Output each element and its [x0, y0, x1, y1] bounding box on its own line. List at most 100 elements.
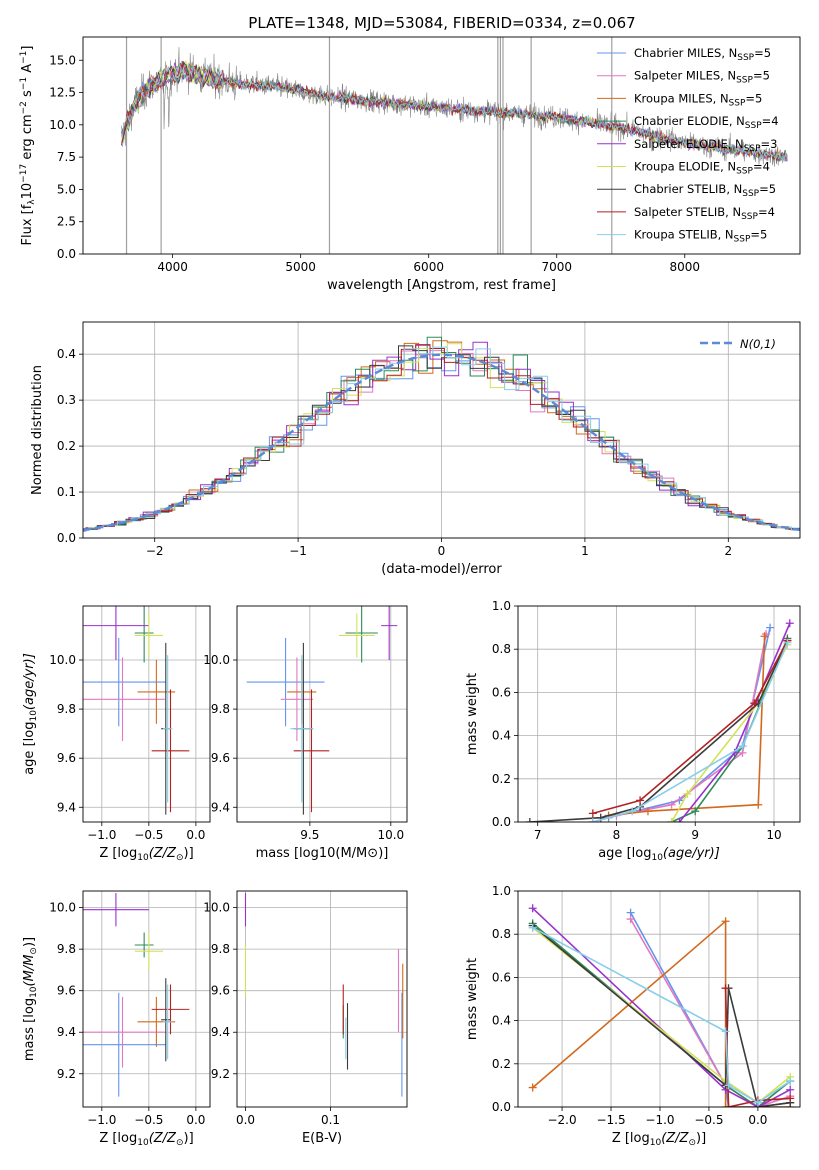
y-axis-label-part: 10 — [20, 183, 35, 200]
x-tick-label: −1.0 — [87, 828, 116, 842]
x-tick-label: 5000 — [285, 260, 316, 274]
plot-area — [244, 893, 404, 1097]
y-tick-label: 9.4 — [57, 1025, 76, 1039]
data-point-marker — [636, 796, 645, 805]
data-point-marker — [721, 1103, 730, 1107]
data-point-marker — [628, 807, 637, 816]
axes-frame — [236, 605, 408, 823]
legend-entry-part: =5 — [750, 228, 767, 242]
mass-weight-vs-metallicity-panel: −2.0 −1.5 −1.0 −0.5 0.0 0.0 0.2 0.4 0.6 0.8 1.0 Z [… — [465, 884, 801, 1148]
legend-entry-part: SSP — [742, 189, 759, 199]
data-point-marker — [786, 1077, 795, 1086]
x-tick-label: 6000 — [413, 260, 444, 274]
x-axis-label-part: ⊙ — [176, 853, 184, 863]
mass-weight-line — [532, 927, 791, 1104]
y-tick-label: 15.0 — [49, 53, 76, 67]
x-tick-label: 7000 — [541, 260, 572, 274]
x-tick-label: −0.5 — [694, 1113, 723, 1127]
x-tick-label: 2 — [724, 544, 732, 558]
legend-entry-part: Chabrier MILES, N — [634, 46, 737, 60]
y-tick-label: 9.6 — [211, 751, 230, 765]
y-tick-label: 9.8 — [57, 942, 76, 956]
x-axis-label-part: Z [log — [99, 846, 137, 861]
y-axis-label-part: mass [log — [22, 998, 37, 1061]
y-tick-label: 9.4 — [211, 800, 230, 814]
x-axis-label-part: age [log — [598, 846, 651, 861]
x-axis-label-part: )] — [184, 846, 194, 861]
y-axis-label-part: )] — [22, 937, 37, 947]
y-tick-label: 1.0 — [492, 599, 511, 613]
y-axis-label-part: age [log — [22, 722, 37, 775]
mass-weight-line — [678, 622, 791, 822]
mass-weight-line — [592, 640, 789, 815]
y-tick-label: 0.4 — [492, 729, 511, 743]
plot-area — [525, 619, 794, 822]
axes-frame — [517, 890, 801, 1108]
y-tick-label: 2.5 — [57, 215, 76, 229]
y-tick-label: 9.8 — [211, 702, 230, 716]
data-point-marker — [528, 904, 537, 913]
y-tick-label: 0.6 — [492, 685, 511, 699]
x-tick-label: −0.5 — [134, 828, 163, 842]
legend-entry: Salpeter STELIB, NSSP=4 — [634, 205, 775, 222]
y-tick-label: 0.8 — [492, 927, 511, 941]
data-point-marker — [691, 807, 700, 816]
x-axis-label: E(B-V) — [302, 1131, 342, 1146]
mass-weight-line — [592, 642, 789, 822]
y-axis-label-part: λ — [27, 199, 37, 205]
spectrum-panel: 4000 5000 6000 7000 8000 0.0 2.5 5.0 7.5 10.0 12.5… — [19, 36, 801, 293]
axes-frame — [236, 890, 408, 1108]
data-point-marker — [643, 807, 652, 816]
y-tick-label: 10.0 — [49, 653, 76, 667]
mass-weight-line — [532, 924, 791, 1107]
residual-histogram — [83, 344, 800, 531]
plot-area — [83, 336, 800, 532]
legend-entry-part: Kroupa MILES, N — [634, 91, 729, 105]
data-point-marker — [721, 984, 730, 993]
y-axis-label: Flux [fλ10−17 erg cm−2 s−1 A−1] — [19, 46, 37, 246]
mass-weight-line — [629, 918, 791, 1107]
x-axis-label-part: (age/yr)] — [663, 846, 720, 861]
y-axis-label-part: (M/M — [22, 955, 37, 987]
data-point-marker — [738, 742, 747, 751]
data-point-marker — [667, 818, 676, 822]
x-tick-label: 10.0 — [377, 828, 404, 842]
y-tick-label: 10.0 — [49, 118, 76, 132]
y-tick-label: 10.0 — [203, 901, 230, 915]
legend-entry-part: Kroupa ELODIE, N — [634, 160, 736, 174]
x-axis-label-part: (Z/Z — [149, 1131, 177, 1146]
y-axis-label: mass weight — [465, 673, 480, 755]
mass-weight-line — [532, 926, 791, 1104]
age-vs-metallicity-panel: −1.0 −0.5 0.09.49.69.810.0Z [log10(Z/Z⊙)]a… — [22, 605, 211, 863]
legend-entry-part: SSP — [736, 76, 753, 86]
y-axis-label: mass [log10(M/M⊙)] — [22, 937, 39, 1061]
x-axis-label-part: 10 — [650, 1138, 662, 1148]
y-tick-label: 5.0 — [57, 182, 76, 196]
y-tick-label: 7.5 — [57, 150, 76, 164]
x-axis-label: Z [log10(Z/Z⊙)] — [612, 1131, 706, 1148]
legend-entry-part: Chabrier STELIB, N — [634, 182, 742, 196]
data-point-marker — [786, 1094, 795, 1103]
x-axis-label-part: ⊙ — [688, 1138, 696, 1148]
plot-area — [83, 606, 190, 815]
y-tick-label: 0.2 — [492, 1057, 511, 1071]
figure-title: PLATE=1348, MJD=53084, FIBERID=0334, z=0… — [248, 14, 635, 32]
legend-entry: Kroupa STELIB, NSSP=5 — [634, 228, 767, 245]
data-point-marker — [753, 1098, 762, 1107]
axes-frame — [82, 321, 801, 539]
y-tick-label: 9.2 — [57, 1067, 76, 1081]
x-axis-label-part: 10 — [651, 853, 663, 863]
x-axis-label: Z [log10(Z/Z⊙)] — [99, 1131, 193, 1148]
mass-vs-extinction-panel: 0.0 0.1 9.2 9.4 9.6 9.8 10.0 E(B-V) — [203, 890, 408, 1146]
plot-area — [83, 893, 190, 1097]
data-point-marker — [721, 917, 730, 926]
y-tick-label: 0.4 — [57, 347, 76, 361]
y-tick-label: 9.6 — [57, 751, 76, 765]
mass-vs-metallicity-panel: −1.0 −0.5 0.09.29.49.69.810.0Z [log10(Z/Z⊙… — [22, 890, 211, 1148]
x-tick-label: 8000 — [669, 260, 700, 274]
y-tick-label: 0.6 — [492, 970, 511, 984]
residual-histogram — [83, 350, 800, 531]
